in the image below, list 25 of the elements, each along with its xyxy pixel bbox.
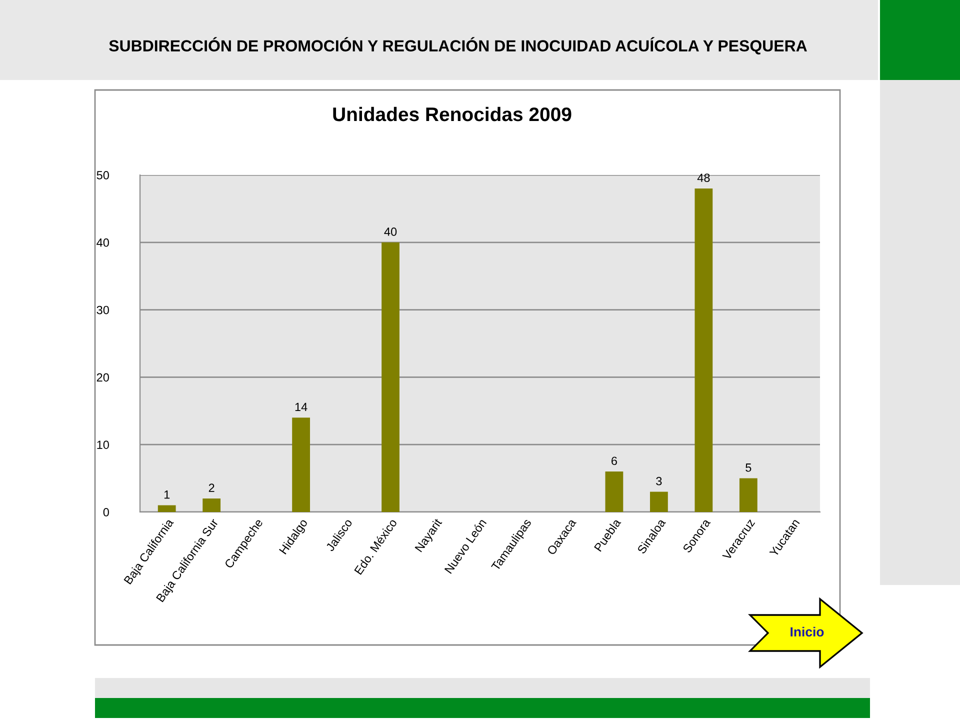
data-label: 6 — [612, 456, 617, 466]
y-tick-label: 20 — [96, 373, 109, 382]
data-label: 2 — [208, 484, 214, 492]
data-label: 3 — [656, 476, 662, 486]
data-label: 48 — [697, 174, 710, 182]
data-label: 5 — [746, 464, 752, 472]
bar — [158, 505, 176, 512]
text: Inicio — [790, 626, 824, 637]
bar — [202, 498, 221, 512]
bar — [650, 492, 668, 512]
bar — [605, 472, 624, 512]
bar — [694, 188, 713, 512]
text: SUBDIRECCIÓN DE PROMOCIÓN Y REGULACIÓN DE INOCUIDAD ACUÍCOLA Y PESQUERA — [109, 37, 807, 54]
y-tick-label: 0 — [103, 508, 109, 516]
data-label: 1 — [164, 490, 170, 499]
y-tick-label: 40 — [96, 238, 109, 247]
y-tick-label: 30 — [96, 306, 109, 314]
bar — [739, 478, 758, 512]
data-label: 14 — [295, 402, 308, 412]
data-label: 40 — [384, 228, 397, 236]
y-tick-label: 10 — [97, 440, 109, 449]
chart-title: Unidades Renocidas 2009 — [333, 106, 572, 122]
bar — [292, 418, 310, 512]
bar — [382, 242, 400, 512]
y-tick-label: 50 — [96, 171, 109, 180]
